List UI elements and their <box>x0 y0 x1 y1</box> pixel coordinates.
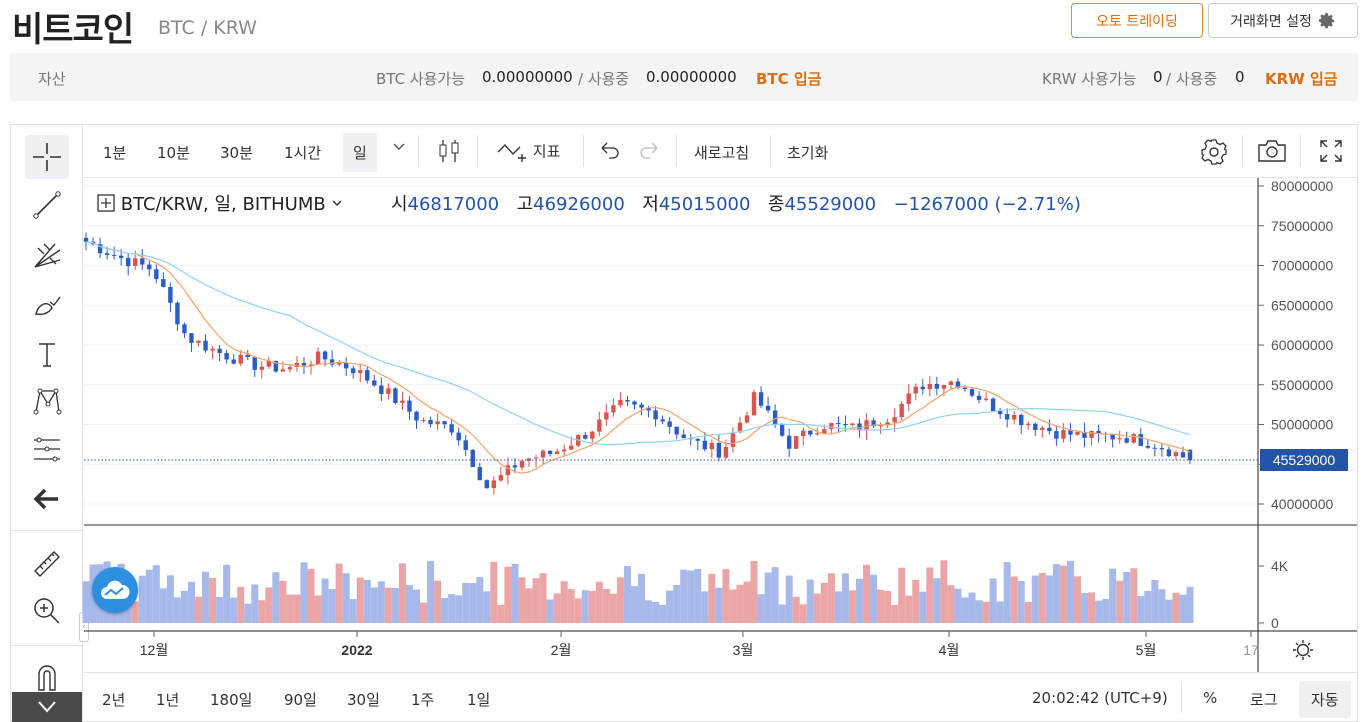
coin-pair: BTC / KRW <box>158 17 257 39</box>
auto-toggle[interactable]: 자동 <box>1299 681 1351 718</box>
ruler-icon[interactable] <box>25 542 69 586</box>
range-180d[interactable]: 180일 <box>210 691 253 709</box>
crosshair-icon[interactable] <box>25 135 69 179</box>
fullscreen-button[interactable] <box>1319 139 1343 167</box>
indicator-icon <box>497 143 526 162</box>
open-value: 46817000 <box>407 194 500 215</box>
high-label: 고 <box>516 194 534 215</box>
redo-button[interactable] <box>638 140 660 164</box>
reset-button[interactable]: 초기화 <box>787 144 829 162</box>
chevron-down-icon <box>393 143 405 150</box>
range-bar: 2년 1년 180일 90일 30일 1주 1일 20:02:42 (UTC+9… <box>84 672 1357 722</box>
trend-line-icon[interactable] <box>25 183 69 227</box>
divider <box>477 135 478 167</box>
divider <box>1242 135 1243 167</box>
percent-toggle[interactable]: % <box>1203 689 1218 707</box>
resolution-1h[interactable]: 1시간 <box>284 144 322 162</box>
redo-icon <box>640 142 658 159</box>
resolution-dropdown[interactable] <box>392 139 406 157</box>
collapse-button[interactable] <box>12 692 82 722</box>
chart-toolbar: 1분 10분 30분 1시간 일 지표 새로고침 초기화 <box>84 125 1357 178</box>
btc-available-value: 0.00000000 <box>482 68 573 86</box>
magnet-icon[interactable] <box>25 655 69 699</box>
camera-icon <box>1258 140 1286 162</box>
symbol-label[interactable]: BTC/KRW, 일, BITHUMB <box>120 194 326 215</box>
btc-in-use-label: / 사용중 <box>578 70 630 88</box>
indicator-button[interactable]: 지표 <box>496 138 560 164</box>
fullscreen-icon <box>1320 140 1342 162</box>
close-label: 종 <box>767 194 785 215</box>
chevron-down-icon[interactable] <box>331 197 343 209</box>
gann-fan-icon[interactable] <box>25 233 69 277</box>
cloud-logo-icon <box>101 580 130 599</box>
divider <box>1181 683 1182 713</box>
divider <box>676 135 677 167</box>
arrow-left-icon[interactable] <box>25 477 69 521</box>
screen-settings-button[interactable]: 거래화면 설정 <box>1208 3 1358 38</box>
range-30d[interactable]: 30일 <box>347 691 380 709</box>
btc-available-label: BTC 사용가능 <box>376 70 466 88</box>
range-1d[interactable]: 1일 <box>467 691 491 709</box>
text-tool-icon[interactable] <box>25 333 69 377</box>
low-label: 저 <box>642 194 659 215</box>
divider <box>418 135 419 167</box>
divider <box>1300 135 1301 167</box>
screenshot-button[interactable] <box>1257 139 1287 167</box>
undo-button[interactable] <box>599 140 621 164</box>
range-1w[interactable]: 1주 <box>411 691 435 709</box>
gear-icon <box>1201 139 1227 165</box>
pattern-icon[interactable] <box>25 379 69 423</box>
low-value: 45015000 <box>658 194 751 215</box>
clock[interactable]: 20:02:42 (UTC+9) <box>1032 689 1168 707</box>
change-value: −1267000 (−2.71%) <box>893 194 1081 215</box>
krw-in-use-value: 0 <box>1235 68 1245 86</box>
chart-legend: BTC/KRW, 일, BITHUMB 시46817000 고46926000 … <box>97 190 1081 216</box>
brush-icon[interactable] <box>25 283 69 327</box>
drawing-toolbar <box>12 125 83 722</box>
btc-in-use-value: 0.00000000 <box>646 68 737 86</box>
header: 비트코인 BTC / KRW 오토 트레이딩 거래화면 설정 <box>0 0 1367 50</box>
divider <box>770 135 771 167</box>
resolution-day[interactable]: 일 <box>343 133 377 172</box>
tool-divider <box>12 530 82 531</box>
indicator-label: 지표 <box>532 142 561 161</box>
divider <box>583 135 584 167</box>
expand-square-icon[interactable] <box>97 194 115 212</box>
chart-settings-button[interactable] <box>1200 138 1228 170</box>
toolbar-toggle[interactable]: ‹ <box>79 612 89 642</box>
log-toggle[interactable]: 로그 <box>1250 691 1278 709</box>
range-1y[interactable]: 1년 <box>156 691 180 709</box>
zoom-in-icon[interactable] <box>25 589 69 633</box>
tradingview-logo[interactable] <box>92 567 138 613</box>
asset-label: 자산 <box>38 70 66 88</box>
range-90d[interactable]: 90일 <box>284 691 317 709</box>
screen-settings-label: 거래화면 설정 <box>1230 13 1312 30</box>
undo-icon <box>601 142 619 159</box>
auto-trading-button[interactable]: 오토 트레이딩 <box>1071 3 1203 38</box>
chevron-down-icon <box>38 701 56 713</box>
resolution-30m[interactable]: 30분 <box>220 144 253 162</box>
krw-available-value: 0 <box>1153 68 1163 86</box>
krw-available-label: KRW 사용가능 <box>1042 70 1137 88</box>
open-label: 시 <box>390 194 408 215</box>
range-2y[interactable]: 2년 <box>102 691 126 709</box>
asset-bar: 자산 BTC 사용가능 0.00000000 / 사용중 0.00000000 … <box>10 53 1358 101</box>
coin-name: 비트코인 <box>12 10 134 50</box>
btc-deposit-link[interactable]: BTC 입금 <box>756 70 822 88</box>
tool-divider <box>12 645 82 646</box>
candlestick-icon <box>439 140 459 162</box>
close-value: 45529000 <box>784 194 877 215</box>
high-value: 46926000 <box>533 194 625 215</box>
krw-in-use-label: / 사용중 <box>1166 70 1218 88</box>
gear-icon <box>1318 12 1335 28</box>
resolution-1m[interactable]: 1분 <box>103 144 127 162</box>
candle-type-button[interactable] <box>437 138 461 168</box>
refresh-button[interactable]: 새로고침 <box>694 144 750 162</box>
krw-deposit-link[interactable]: KRW 입금 <box>1265 70 1338 88</box>
resolution-10m[interactable]: 10분 <box>157 144 190 162</box>
fib-retracement-icon[interactable] <box>25 427 69 471</box>
